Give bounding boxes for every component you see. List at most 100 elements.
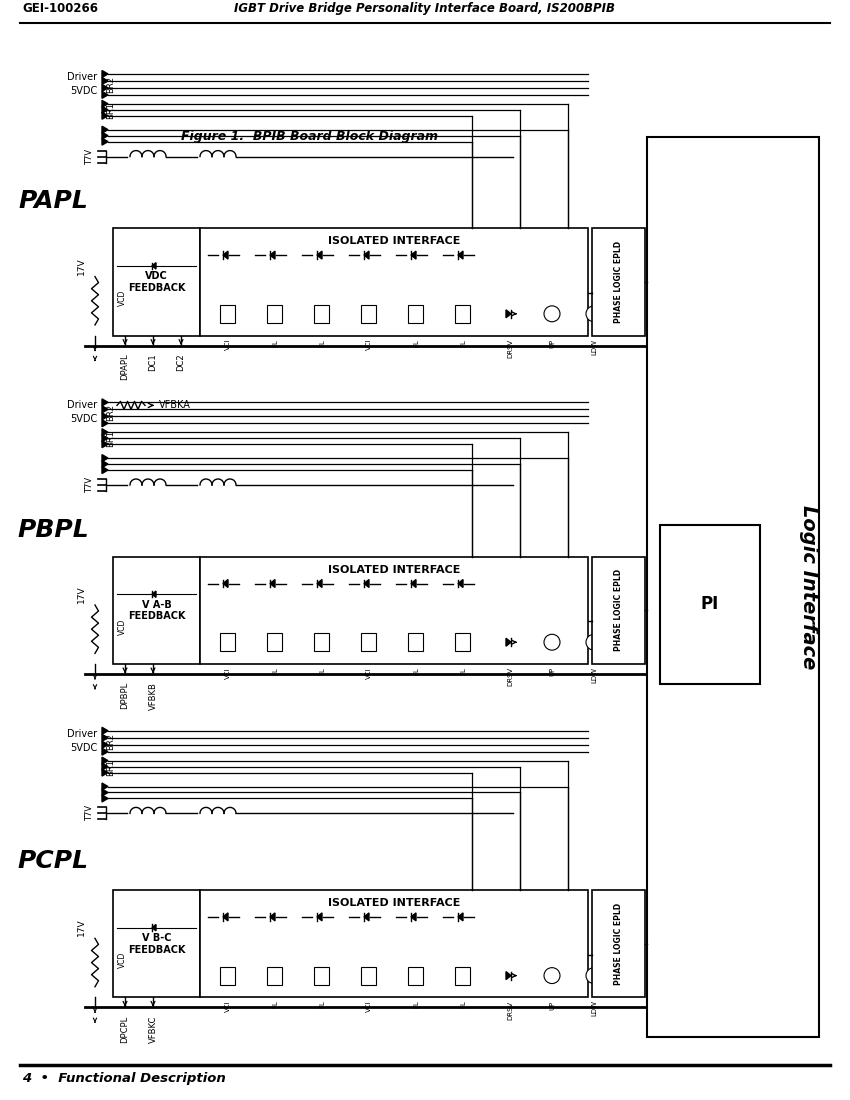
- Text: PHASE LOGIC EPLD: PHASE LOGIC EPLD: [614, 903, 623, 984]
- Text: 17V: 17V: [76, 257, 86, 275]
- Text: 17V: 17V: [76, 918, 86, 936]
- Text: V B-C
FEEDBACK: V B-C FEEDBACK: [128, 933, 185, 955]
- Text: Driver: Driver: [67, 400, 97, 410]
- Bar: [592, 890, 645, 998]
- Bar: [456, 634, 471, 651]
- Polygon shape: [102, 727, 108, 735]
- Text: PBPL: PBPL: [17, 518, 88, 542]
- Text: VCI: VCI: [225, 1001, 231, 1012]
- Polygon shape: [152, 924, 156, 931]
- Text: BR2: BR2: [106, 405, 116, 421]
- Polygon shape: [102, 399, 108, 406]
- Text: FL: FL: [413, 339, 419, 346]
- Polygon shape: [102, 434, 108, 442]
- Bar: [456, 305, 471, 322]
- Text: DPBPL: DPBPL: [121, 682, 129, 710]
- Bar: [660, 525, 760, 684]
- Text: VCI: VCI: [366, 339, 372, 350]
- Bar: [200, 557, 588, 664]
- Circle shape: [544, 306, 560, 322]
- Polygon shape: [102, 461, 108, 468]
- Bar: [409, 967, 423, 984]
- Polygon shape: [411, 913, 416, 921]
- Polygon shape: [102, 769, 108, 777]
- Text: FL: FL: [413, 1001, 419, 1009]
- Text: ISOLATED INTERFACE: ISOLATED INTERFACE: [328, 898, 460, 907]
- Text: UP: UP: [549, 339, 555, 348]
- Bar: [268, 634, 282, 651]
- Text: T7V: T7V: [85, 805, 94, 822]
- Circle shape: [544, 635, 560, 650]
- Bar: [592, 228, 645, 336]
- Polygon shape: [270, 580, 275, 587]
- Text: FL: FL: [272, 339, 278, 346]
- Bar: [268, 305, 282, 322]
- Text: FL: FL: [272, 1001, 278, 1009]
- Circle shape: [586, 306, 602, 322]
- Text: BR1: BR1: [106, 430, 116, 448]
- Polygon shape: [102, 454, 108, 462]
- Polygon shape: [317, 913, 322, 921]
- Bar: [314, 305, 330, 322]
- Bar: [647, 136, 819, 1037]
- Polygon shape: [506, 638, 511, 646]
- Polygon shape: [102, 757, 108, 764]
- Text: VCD: VCD: [117, 290, 127, 306]
- Text: VCI: VCI: [366, 667, 372, 679]
- Bar: [113, 557, 200, 664]
- Polygon shape: [506, 310, 511, 318]
- Polygon shape: [102, 132, 108, 140]
- Text: FL: FL: [460, 667, 466, 675]
- Polygon shape: [102, 741, 108, 748]
- Text: FL: FL: [460, 339, 466, 346]
- Text: BR1: BR1: [106, 759, 116, 775]
- Text: FL: FL: [319, 1001, 325, 1009]
- Polygon shape: [102, 441, 108, 448]
- Text: BR2: BR2: [106, 733, 116, 750]
- Text: VCI: VCI: [225, 667, 231, 679]
- Text: UP: UP: [549, 667, 555, 676]
- Polygon shape: [102, 112, 108, 119]
- Text: Logic Interface: Logic Interface: [800, 505, 819, 669]
- Bar: [409, 305, 423, 322]
- Bar: [456, 967, 471, 984]
- Text: 17V: 17V: [76, 585, 86, 603]
- Polygon shape: [411, 251, 416, 260]
- Polygon shape: [102, 429, 108, 436]
- Polygon shape: [102, 783, 108, 790]
- Text: Driver: Driver: [67, 729, 97, 739]
- Polygon shape: [102, 77, 108, 85]
- Polygon shape: [270, 251, 275, 260]
- Polygon shape: [458, 251, 463, 260]
- Text: DRSV: DRSV: [507, 667, 513, 686]
- Polygon shape: [270, 913, 275, 921]
- Polygon shape: [102, 466, 108, 473]
- Text: PI: PI: [701, 595, 719, 614]
- Text: LDW: LDW: [591, 339, 597, 354]
- Circle shape: [586, 968, 602, 983]
- Polygon shape: [102, 789, 108, 796]
- Polygon shape: [102, 91, 108, 98]
- Polygon shape: [102, 412, 108, 420]
- Polygon shape: [458, 580, 463, 587]
- Bar: [113, 228, 200, 336]
- Polygon shape: [506, 971, 511, 980]
- Text: ISOLATED INTERFACE: ISOLATED INTERFACE: [328, 236, 460, 246]
- Text: UP: UP: [549, 1001, 555, 1010]
- Polygon shape: [102, 139, 108, 145]
- Bar: [361, 967, 377, 984]
- Text: DRSV: DRSV: [507, 339, 513, 358]
- Text: T7V: T7V: [85, 148, 94, 165]
- Polygon shape: [364, 913, 369, 921]
- Text: DPCPL: DPCPL: [121, 1015, 129, 1043]
- Polygon shape: [364, 251, 369, 260]
- Text: DPAPL: DPAPL: [121, 353, 129, 381]
- Text: 5VDC: 5VDC: [70, 86, 97, 96]
- Text: PCPL: PCPL: [18, 849, 88, 872]
- Text: VFBKA: VFBKA: [159, 400, 191, 410]
- Polygon shape: [102, 406, 108, 412]
- Text: GEI-100266: GEI-100266: [22, 2, 98, 15]
- Circle shape: [544, 968, 560, 983]
- Polygon shape: [223, 913, 228, 921]
- Bar: [220, 305, 235, 322]
